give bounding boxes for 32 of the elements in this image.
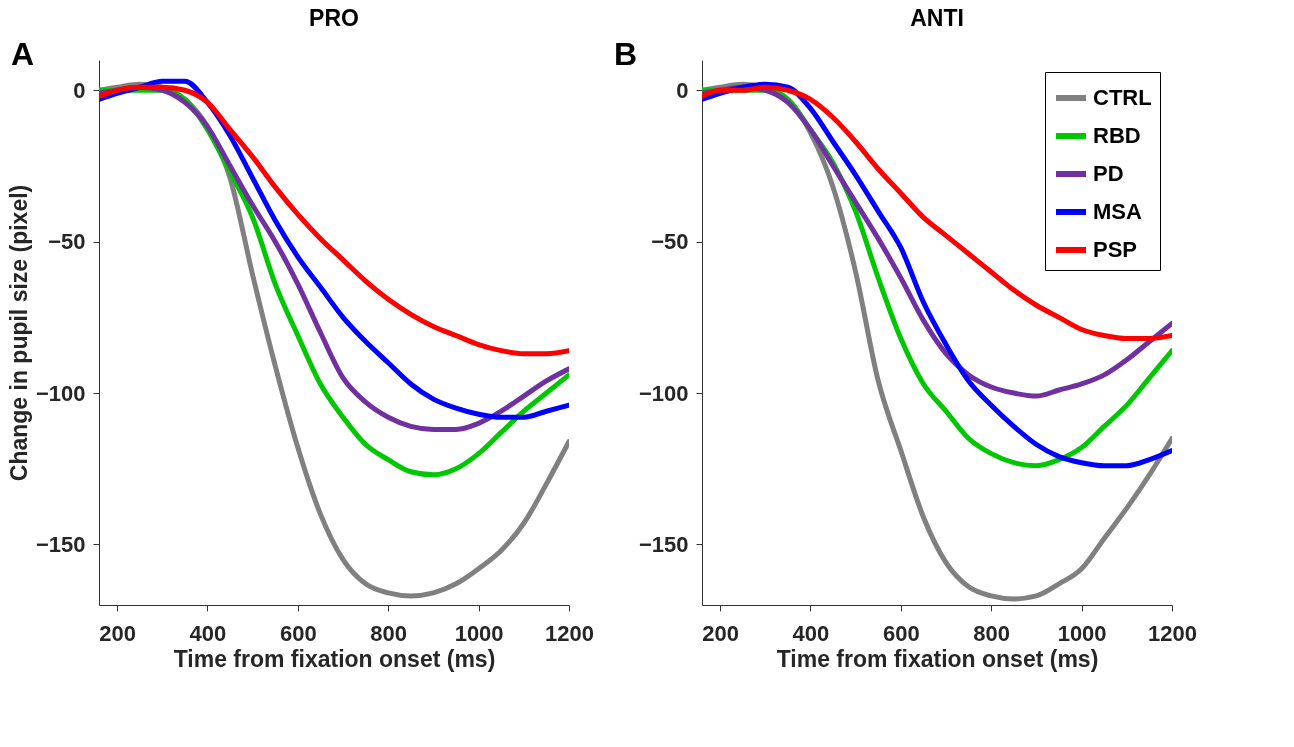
x-tick-label: 1000 xyxy=(454,620,504,646)
x-tick-label: 400 xyxy=(189,620,227,646)
legend-label: PD xyxy=(1093,161,1124,186)
y-tick-label: 0 xyxy=(73,77,86,103)
legend-label: PSP xyxy=(1093,237,1138,262)
y-tick-label: −150 xyxy=(638,531,689,557)
y-axis-title: Change in pupil size (pixel) xyxy=(5,184,32,482)
x-tick-label: 800 xyxy=(370,620,408,646)
text: A xyxy=(11,36,35,72)
x-tick-label: 1200 xyxy=(1148,620,1197,646)
legend-label: MSA xyxy=(1093,199,1142,224)
x-tick-label: 800 xyxy=(973,620,1011,646)
y-tick-label: −100 xyxy=(35,380,86,406)
x-tick-label: 1200 xyxy=(545,620,594,646)
x-axis-title: Time from fixation onset (ms) xyxy=(173,645,496,672)
y-tick-label: −150 xyxy=(35,531,86,557)
x-tick-label: 1000 xyxy=(1057,620,1107,646)
x-tick-label: 600 xyxy=(279,620,317,646)
x-tick-label: 400 xyxy=(792,620,830,646)
x-tick-label: 200 xyxy=(702,620,739,646)
chart-title: ANTI xyxy=(910,5,964,31)
text: B xyxy=(614,36,638,72)
legend-label: CTRL xyxy=(1093,85,1152,110)
x-tick-label: 200 xyxy=(99,620,136,646)
x-tick-label: 600 xyxy=(882,620,920,646)
chart-title: PRO xyxy=(309,5,359,31)
y-tick-label: −50 xyxy=(651,229,689,255)
y-tick-label: −50 xyxy=(48,229,86,255)
x-axis-title: Time from fixation onset (ms) xyxy=(776,645,1099,672)
y-tick-label: −100 xyxy=(638,380,689,406)
y-tick-label: 0 xyxy=(676,77,689,103)
legend-label: RBD xyxy=(1093,123,1141,148)
